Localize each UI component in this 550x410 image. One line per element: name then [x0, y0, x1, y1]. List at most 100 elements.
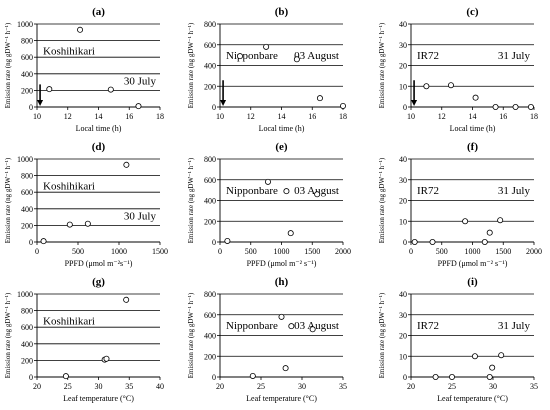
x-tick-label: 40 — [156, 382, 164, 391]
y-axis-label: Emission rate (ng gDW⁻¹ h⁻¹) — [4, 22, 12, 108]
x-tick-label: 20 — [33, 382, 41, 391]
y-tick-label: 400 — [21, 340, 33, 349]
y-tick-label: 200 — [204, 82, 216, 91]
date-label: 03 August — [294, 320, 339, 332]
x-axis-label: Local time (h) — [450, 124, 496, 133]
y-tick-label: 400 — [204, 332, 216, 341]
data-point — [264, 178, 271, 185]
cultivar-label: Nipponbare — [226, 50, 278, 62]
x-tick-label: 16 — [308, 112, 316, 121]
date-label: 03 August — [294, 50, 339, 62]
cultivar-label: Koshihikari — [43, 181, 95, 193]
x-tick-label: 30 — [95, 382, 103, 391]
x-tick-label: 2000 — [335, 247, 351, 256]
y-tick-label: 40 — [399, 155, 407, 164]
data-point — [447, 82, 454, 89]
cultivar-label: Nipponbare — [226, 185, 278, 197]
panel-label: (g) — [92, 276, 105, 288]
x-tick-label: 18 — [156, 112, 164, 121]
x-tick-label: 20 — [407, 382, 415, 391]
y-tick-label: 1000 — [17, 20, 33, 29]
x-axis-label: PPFD (μmol m⁻² s⁻¹) — [438, 259, 508, 268]
y-tick-label: 1000 — [17, 290, 33, 299]
y-tick-label: 0 — [29, 238, 33, 247]
y-tick-label: 0 — [403, 103, 407, 112]
cultivar-label: IR72 — [417, 185, 439, 197]
data-point — [66, 221, 73, 228]
x-tick-label: 18 — [530, 112, 538, 121]
x-tick-label: 25 — [448, 382, 456, 391]
data-point — [107, 86, 114, 93]
data-point — [123, 296, 130, 303]
y-tick-label: 600 — [204, 311, 216, 320]
y-tick-label: 400 — [21, 205, 33, 214]
x-tick-label: 18 — [339, 112, 347, 121]
x-tick-label: 0 — [35, 247, 39, 256]
cultivar-label: Koshihikari — [43, 46, 95, 58]
chart-panel: (h) 0 200 400 600 800 20 25 30 35 Leaf temperature… — [187, 276, 347, 403]
data-point — [314, 191, 321, 198]
x-tick-label: 12 — [247, 112, 255, 121]
x-axis-label: Leaf temperature (°C) — [437, 394, 508, 403]
y-tick-label: 30 — [399, 311, 407, 320]
y-tick-label: 0 — [212, 373, 216, 382]
y-tick-label: 40 — [399, 20, 407, 29]
y-tick-label: 200 — [21, 86, 33, 95]
y-tick-label: 200 — [204, 352, 216, 361]
data-point — [471, 353, 478, 360]
x-tick-label: 14 — [469, 112, 477, 121]
chart-panel: (i) 0 10 20 30 40 20 25 30 35 Leaf temperature (°C… — [378, 276, 538, 403]
x-tick-label: 1000 — [274, 247, 290, 256]
data-point — [40, 238, 47, 245]
data-point — [432, 373, 439, 380]
y-tick-label: 30 — [399, 176, 407, 185]
y-tick-label: 600 — [21, 188, 33, 197]
cultivar-label: IR72 — [417, 320, 439, 332]
data-point — [135, 103, 142, 110]
x-axis-label: Leaf temperature (°C) — [63, 394, 134, 403]
y-tick-label: 20 — [399, 62, 407, 71]
x-axis-label: PPFD (μmol m⁻²s⁻¹) — [65, 259, 133, 268]
data-point — [287, 230, 294, 237]
y-tick-label: 1000 — [17, 155, 33, 164]
y-tick-label: 600 — [21, 323, 33, 332]
x-tick-label: 1500 — [152, 247, 168, 256]
panel-label: (a) — [92, 6, 105, 18]
y-tick-label: 600 — [21, 53, 33, 62]
date-label: 31 July — [498, 185, 531, 197]
y-axis-label: Emission rate (ng gDW⁻¹ h⁻¹) — [187, 157, 195, 243]
x-tick-label: 16 — [499, 112, 507, 121]
cultivar-label: IR72 — [417, 50, 439, 62]
data-point — [77, 26, 84, 33]
cultivar-label: Koshihikari — [43, 316, 95, 328]
x-axis-label: Leaf temperature (°C) — [246, 394, 317, 403]
y-tick-label: 30 — [399, 41, 407, 50]
x-tick-label: 500 — [72, 247, 84, 256]
data-point — [293, 56, 300, 63]
x-tick-label: 30 — [298, 382, 306, 391]
data-point — [62, 373, 69, 380]
y-tick-label: 0 — [29, 103, 33, 112]
data-point — [339, 102, 346, 109]
y-tick-label: 10 — [399, 352, 407, 361]
chart-panel: (b) 0 200 400 600 800 10 12 14 16 18 Local time (h)… — [187, 6, 347, 133]
y-axis-label: Emission rate (ng gDW⁻¹ h⁻¹) — [378, 157, 386, 243]
data-point — [46, 86, 53, 93]
date-label: 31 July — [498, 50, 531, 62]
x-tick-label: 10 — [216, 112, 224, 121]
y-tick-label: 10 — [399, 217, 407, 226]
data-point — [498, 352, 505, 359]
data-point — [486, 229, 493, 236]
y-tick-label: 10 — [399, 82, 407, 91]
data-point — [283, 188, 290, 195]
data-point — [492, 104, 499, 111]
y-tick-label: 200 — [21, 356, 33, 365]
y-axis-label: Emission rate (ng gDW⁻¹ h⁻¹) — [187, 292, 195, 378]
panel-label: (b) — [275, 6, 289, 18]
y-axis-label: Emission rate (ng gDW⁻¹ h⁻¹) — [4, 157, 12, 243]
y-tick-label: 400 — [204, 62, 216, 71]
x-tick-label: 0 — [218, 247, 222, 256]
x-tick-label: 14 — [95, 112, 103, 121]
chart-panel: (a) 0 200 400 600 800 1000 10 12 14 16 18 Local time… — [4, 6, 164, 133]
y-tick-label: 40 — [399, 290, 407, 299]
